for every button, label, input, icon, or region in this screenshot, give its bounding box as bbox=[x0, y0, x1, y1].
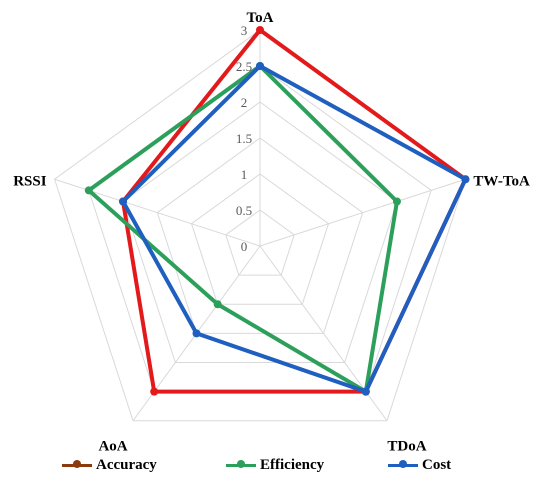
data-point-efficiency-aoa bbox=[213, 300, 222, 309]
tick-label: 2.5 bbox=[236, 59, 252, 74]
legend-item-cost[interactable]: Cost bbox=[388, 452, 451, 478]
data-point-cost-tdoa bbox=[361, 387, 370, 396]
series-line-cost bbox=[121, 64, 468, 394]
legend-label-cost: Cost bbox=[422, 456, 452, 473]
tick-label: 1.5 bbox=[236, 131, 252, 146]
axis-label-rssi: RSSI bbox=[13, 173, 47, 189]
data-point-cost-aoa bbox=[192, 329, 201, 338]
data-point-cost-rssi bbox=[119, 197, 128, 206]
radar-chart: 0 0.5 1 1.5 2 2.5 3 ToA TW-ToA TDoA AoA RSSI bbox=[13, 10, 530, 452]
axis-label-tdoa: TDoA bbox=[387, 439, 426, 452]
grid-ring bbox=[190, 173, 330, 305]
legend-item-accuracy[interactable]: Accuracy bbox=[62, 452, 157, 478]
spoke bbox=[259, 178, 466, 247]
legend-label-efficiency: Efficiency bbox=[260, 456, 325, 473]
radar-axis-labels: ToA TW-ToA TDoA AoA RSSI bbox=[13, 10, 530, 452]
data-point-efficiency-rssi bbox=[84, 186, 93, 195]
tick-label: 2 bbox=[241, 95, 248, 110]
legend-swatch-accuracy bbox=[62, 460, 92, 468]
radar-tick-labels: 0 0.5 1 1.5 2 2.5 3 bbox=[236, 23, 252, 254]
series-line-accuracy bbox=[121, 28, 468, 394]
axis-label-aoa: AoA bbox=[98, 439, 127, 452]
radar-series bbox=[84, 26, 470, 396]
legend-label-accuracy: Accuracy bbox=[96, 456, 157, 473]
axis-label-tw-toa: TW-ToA bbox=[473, 173, 530, 189]
legend-swatch-efficiency bbox=[226, 460, 256, 468]
tick-label: 1 bbox=[241, 167, 248, 182]
data-point-cost-tw-toa bbox=[461, 175, 470, 184]
axis-label-toa: ToA bbox=[247, 10, 274, 26]
data-point-accuracy-toa bbox=[256, 26, 264, 34]
legend: Accuracy Efficiency Cost bbox=[0, 452, 550, 478]
grid-ring bbox=[122, 101, 398, 363]
tick-label: 3 bbox=[241, 23, 248, 38]
legend-swatch-cost bbox=[388, 460, 418, 468]
grid-ring bbox=[156, 137, 364, 334]
grid-ring bbox=[225, 209, 295, 276]
tick-label: 0 bbox=[241, 239, 248, 254]
series-line-efficiency bbox=[86, 64, 399, 394]
data-point-efficiency-tw-toa bbox=[392, 197, 401, 206]
data-point-accuracy-aoa bbox=[150, 387, 159, 396]
tick-label: 0.5 bbox=[236, 203, 252, 218]
data-point-cost-toa bbox=[256, 62, 264, 70]
legend-item-efficiency[interactable]: Efficiency bbox=[226, 452, 324, 478]
